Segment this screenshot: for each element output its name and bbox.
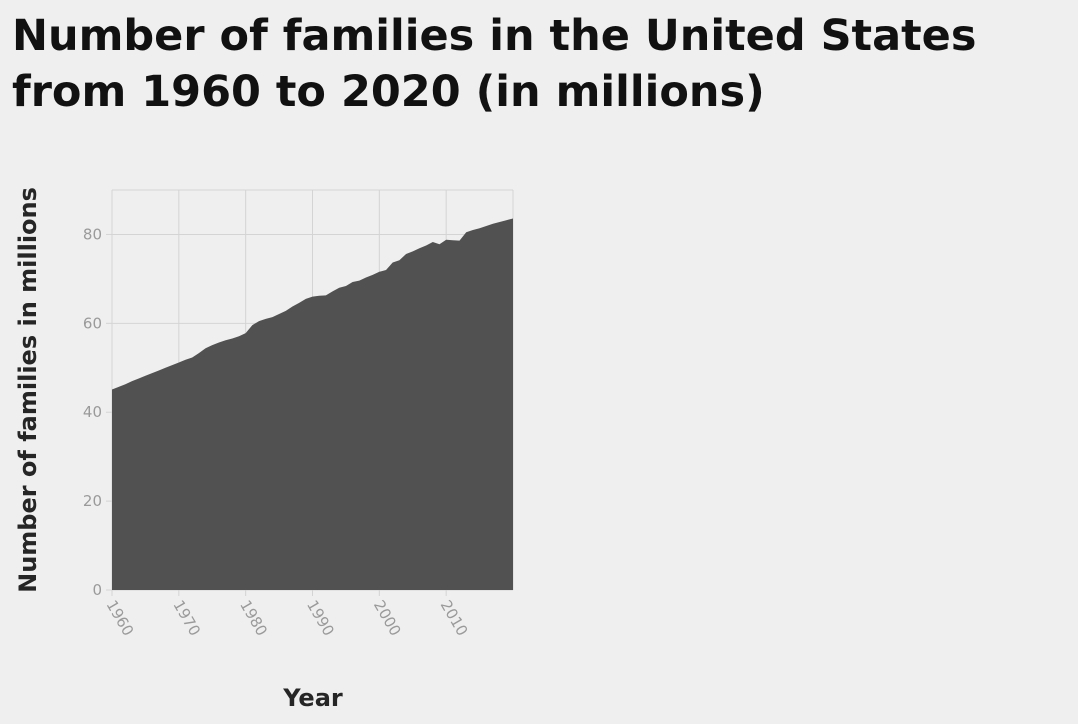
area-series — [112, 218, 513, 590]
y-tick-label: 80 — [83, 225, 102, 243]
y-tick-label: 60 — [83, 314, 102, 332]
x-axis-title: Year — [282, 684, 343, 712]
y-tick-label: 40 — [83, 403, 102, 421]
y-tick-label: 20 — [83, 492, 102, 510]
y-axis-title: Number of families in millions — [14, 187, 42, 593]
x-tick-label: 1980 — [236, 597, 271, 639]
y-tick-label: 0 — [92, 581, 102, 599]
x-tick-label: 2000 — [370, 597, 405, 639]
x-tick-label: 2010 — [437, 597, 472, 639]
chart-title: Number of families in the United States … — [12, 11, 977, 117]
x-tick-label: 1960 — [103, 597, 138, 639]
x-tick-label: 1990 — [303, 597, 338, 639]
x-tick-label: 1970 — [169, 597, 204, 639]
area-fill — [112, 218, 513, 590]
